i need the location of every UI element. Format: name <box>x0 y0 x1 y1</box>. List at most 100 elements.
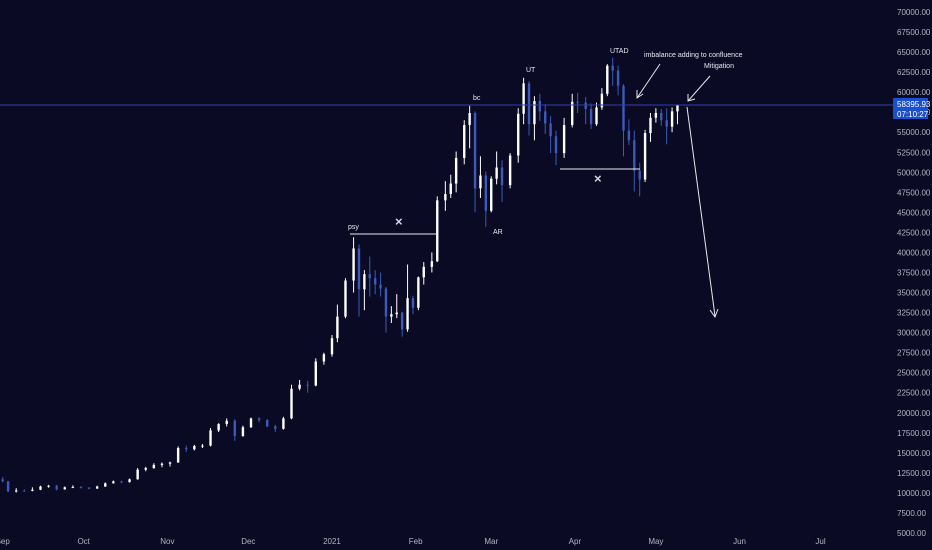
candle <box>670 107 674 133</box>
candle-body <box>193 446 196 450</box>
x-tick-label: Jul <box>815 537 825 546</box>
candle <box>233 419 237 441</box>
candle-body <box>600 93 604 108</box>
y-tick-label: 40000.00 <box>897 248 931 257</box>
x-tick-label: Mar <box>484 537 498 546</box>
mitigation-label: Mitigation <box>704 63 734 70</box>
imbalance-arrowhead-icon <box>636 90 644 99</box>
y-tick-label: 25000.00 <box>897 369 931 378</box>
candle-body <box>344 280 347 317</box>
candle <box>336 304 339 343</box>
candle <box>533 96 536 141</box>
candle-body <box>606 65 609 94</box>
bc-label: bc <box>473 95 481 102</box>
candle-body <box>400 312 404 330</box>
candle <box>274 424 277 433</box>
mitigation-arrowhead-icon <box>687 94 696 102</box>
candle <box>544 104 547 134</box>
candle-body <box>589 109 593 125</box>
candle-body <box>533 100 536 125</box>
candle <box>160 462 164 468</box>
candle-body <box>660 113 663 121</box>
candle <box>379 272 382 297</box>
candle-body <box>185 448 188 450</box>
y-tick-label: 30000.00 <box>897 329 931 338</box>
candle <box>444 181 447 211</box>
x-tick-label: May <box>648 537 663 546</box>
candle-body <box>168 462 172 464</box>
candle-body <box>527 83 531 125</box>
candle <box>422 262 425 285</box>
y-tick-label: 47500.00 <box>897 188 931 197</box>
candle <box>314 358 317 387</box>
y-tick-label: 65000.00 <box>897 48 931 57</box>
candle <box>128 478 131 483</box>
y-tick-label: 62500.00 <box>897 68 931 77</box>
candle <box>622 84 625 157</box>
candle <box>454 151 458 193</box>
candle-body <box>87 487 91 489</box>
candle-body <box>23 490 26 492</box>
candle <box>395 294 398 319</box>
candle-body <box>595 107 598 125</box>
candle-body <box>406 298 409 330</box>
time-axis[interactable]: Sep Oct Nov Dec 2021 Feb Mar Apr May Jun Jul <box>0 537 826 546</box>
candle-body <box>508 155 512 186</box>
candle <box>676 104 679 125</box>
candle-body <box>241 427 245 437</box>
current-price-value: 58395.93 <box>897 100 931 109</box>
candle-body <box>500 167 504 186</box>
y-tick-label: 67500.00 <box>897 28 931 37</box>
candle-body <box>176 448 180 463</box>
candle <box>643 129 647 182</box>
candle <box>600 88 604 110</box>
candle <box>120 480 123 484</box>
candle-body <box>298 384 301 389</box>
candle <box>357 244 361 317</box>
candle-body <box>357 248 361 290</box>
candle <box>282 416 285 430</box>
candle-body <box>39 486 42 490</box>
candle <box>522 77 525 125</box>
candle-body <box>47 485 50 487</box>
candle-body <box>554 136 558 154</box>
candle-body <box>282 418 285 429</box>
candle <box>39 485 42 491</box>
candle-body <box>436 200 439 262</box>
candle <box>654 108 658 123</box>
candle <box>373 270 377 295</box>
candle-body <box>665 120 668 127</box>
candle <box>31 487 34 492</box>
candle-body <box>71 486 75 488</box>
candle-body <box>517 113 520 156</box>
candle <box>473 111 477 213</box>
y-tick-label: 55000.00 <box>897 128 931 137</box>
candle-body <box>670 111 674 127</box>
candle <box>495 151 498 185</box>
x-tick-label: Nov <box>160 537 174 546</box>
x-tick-label: Oct <box>77 537 90 546</box>
candle-body <box>368 274 371 279</box>
price-axis[interactable]: 5000.00 7500.00 10000.00 12500.00 15000.00 17… <box>897 8 931 538</box>
candle <box>176 446 180 463</box>
candle-body <box>538 100 542 112</box>
y-tick-label: 70000.00 <box>897 8 931 17</box>
candle <box>47 484 50 488</box>
candle <box>562 117 566 158</box>
candle <box>406 264 409 332</box>
candle-body <box>31 489 34 491</box>
candle <box>87 486 91 490</box>
candle <box>384 286 388 333</box>
candle <box>554 130 558 166</box>
candle <box>23 489 26 492</box>
imbalance-label: imbalance adding to confluence <box>644 52 743 59</box>
utad-label: UTAD <box>610 48 629 55</box>
candle-body <box>63 487 66 490</box>
candle-body <box>136 469 139 480</box>
candle <box>152 463 156 469</box>
candle <box>463 120 466 165</box>
candle-body <box>395 312 398 315</box>
candle <box>168 461 172 467</box>
